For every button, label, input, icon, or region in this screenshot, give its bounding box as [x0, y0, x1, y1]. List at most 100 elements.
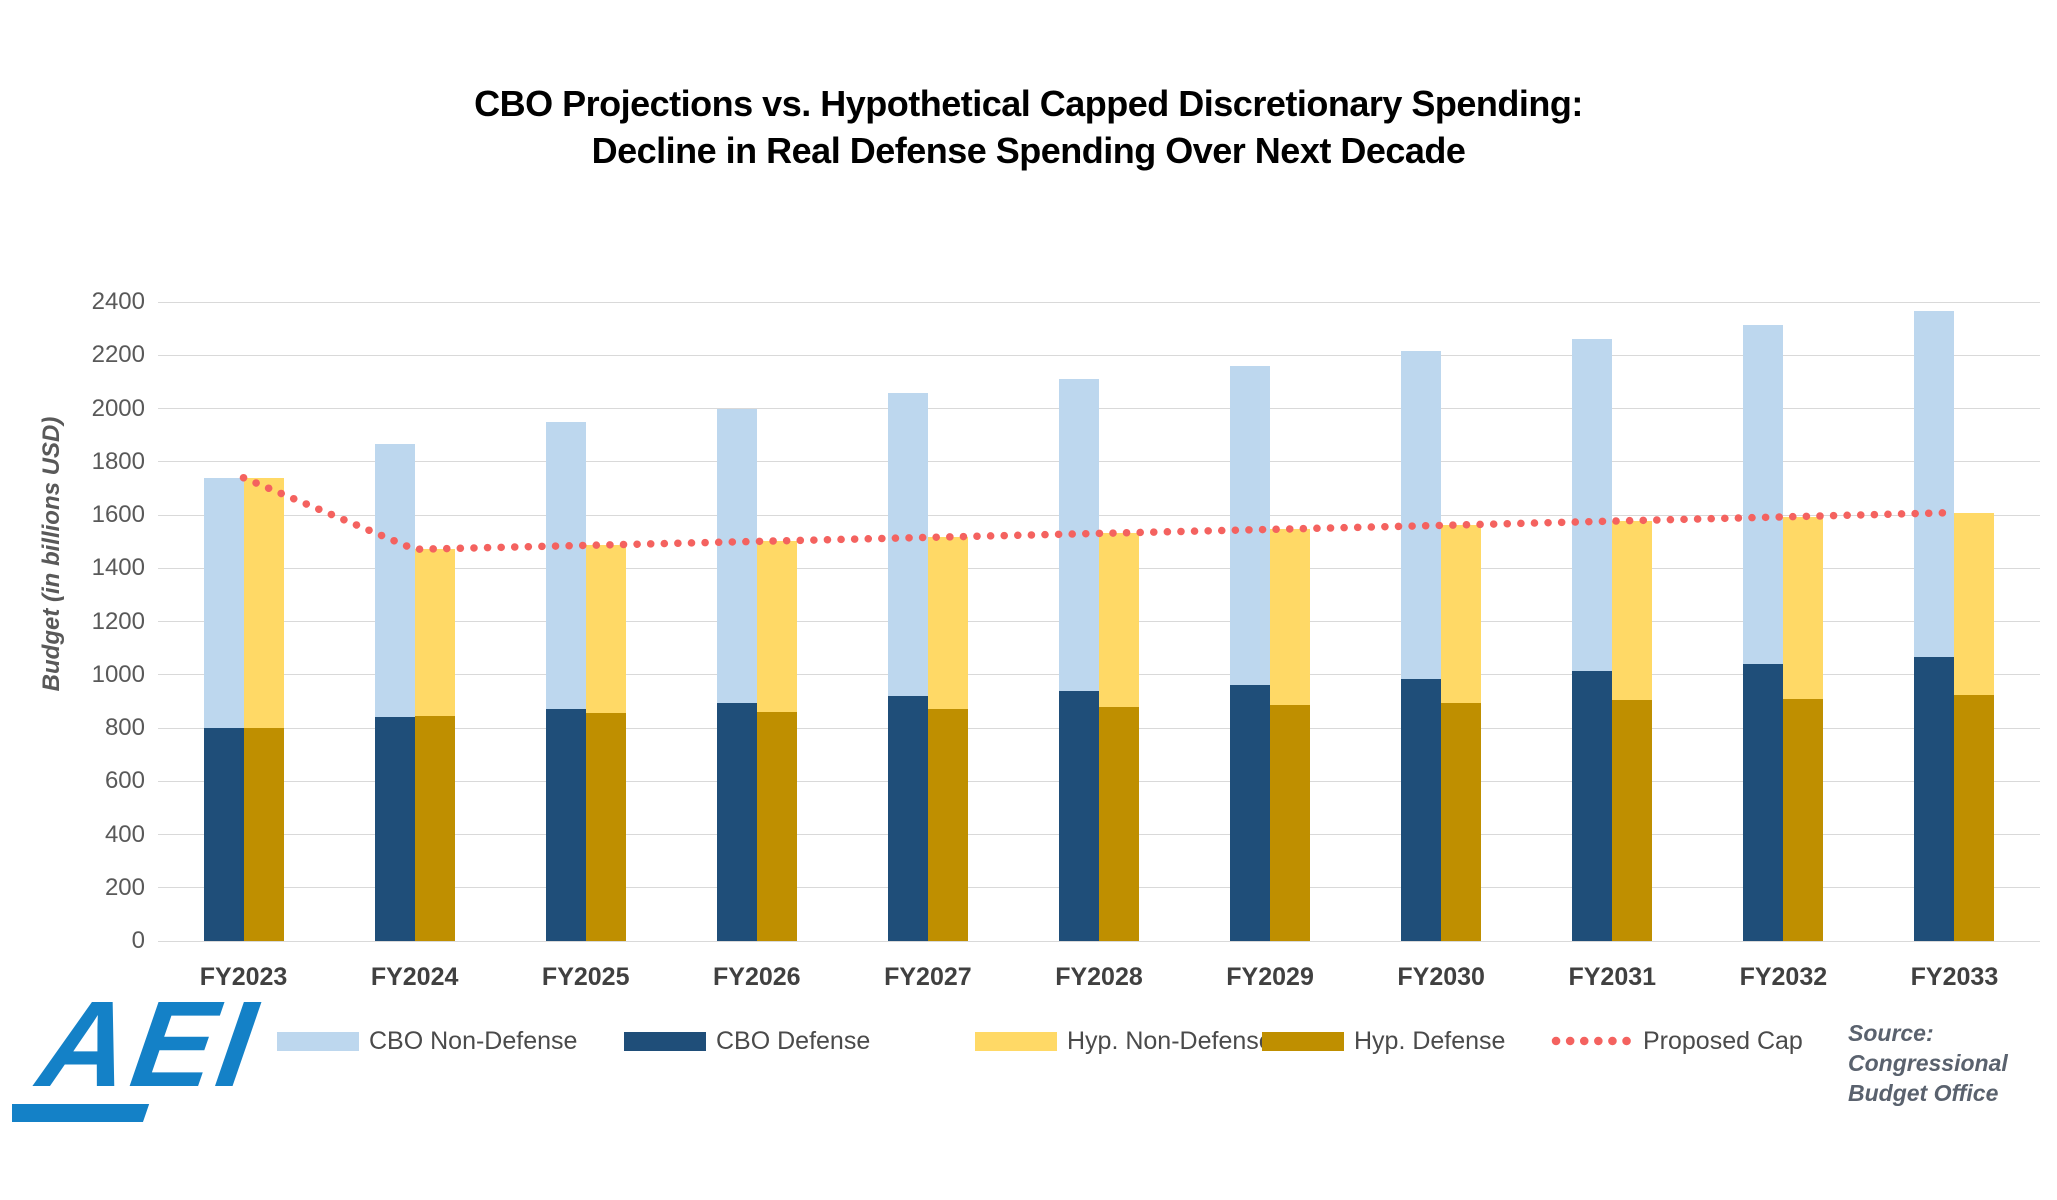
bar-segment-cbo-defense-fy2024 — [374, 717, 415, 941]
gridline — [158, 408, 2040, 409]
y-tick-label: 600 — [104, 767, 145, 795]
bar-segment-cbo-non-defense-fy2025 — [545, 421, 586, 710]
aei-logo-graphic: AEI — [0, 975, 283, 1122]
bar-segment-hyp-defense-fy2028 — [1099, 706, 1139, 941]
bar-segment-hyp-non-defense-fy2025 — [585, 545, 626, 714]
bar-segment-cbo-non-defense-fy2030 — [1401, 351, 1442, 679]
bar-segment-cbo-defense-fy2028 — [1059, 690, 1099, 941]
legend-item-cbo-defense: CBO Defense — [624, 1026, 871, 1055]
legend-label: CBO Defense — [716, 1026, 871, 1055]
bar-segment-hyp-non-defense-fy2024 — [414, 549, 455, 717]
chart-title-line1: CBO Projections vs. Hypothetical Capped … — [474, 83, 1583, 124]
bar-segment-hyp-non-defense-fy2031 — [1612, 521, 1653, 701]
proposed-cap-line — [239, 473, 1959, 554]
bar-segment-cbo-defense-fy2027 — [887, 696, 928, 941]
bar-segment-hyp-defense-fy2029 — [1270, 705, 1311, 941]
plot-area — [158, 301, 2040, 942]
bar-segment-hyp-defense-fy2023 — [243, 728, 284, 941]
y-tick-label: 1000 — [91, 660, 145, 688]
bar-segment-hyp-defense-fy2027 — [927, 709, 968, 941]
bar-segment-hyp-non-defense-fy2026 — [756, 541, 797, 713]
bar-segment-cbo-non-defense-fy2031 — [1572, 339, 1613, 671]
gridline — [158, 514, 2040, 516]
bar-segment-cbo-defense-fy2032 — [1743, 664, 1784, 941]
bar-segment-cbo-non-defense-fy2026 — [716, 408, 757, 703]
x-label-fy2026: FY2026 — [713, 963, 801, 991]
y-tick-label: 200 — [104, 873, 145, 901]
x-label-fy2027: FY2027 — [884, 963, 972, 991]
y-tick-label: 0 — [131, 927, 145, 954]
legend-label: Hyp. Defense — [1354, 1026, 1506, 1055]
bar-segment-hyp-non-defense-fy2028 — [1099, 533, 1139, 707]
x-label-fy2033: FY2033 — [1910, 963, 1999, 991]
bar-segment-cbo-defense-fy2025 — [545, 709, 586, 941]
x-label-fy2031: FY2031 — [1568, 963, 1657, 991]
source-note-line1: Source: Congressional — [1848, 1020, 2008, 1076]
bar-segment-cbo-non-defense-fy2028 — [1059, 379, 1099, 691]
proposed-cap-polyline — [239, 473, 1959, 554]
bar-segment-hyp-defense-fy2032 — [1783, 698, 1824, 941]
legend-swatch — [624, 1031, 706, 1051]
bar-segment-cbo-defense-fy2030 — [1401, 678, 1442, 941]
chart-title-line2: Decline in Real Defense Spending Over Ne… — [591, 130, 1466, 171]
legend-item-hyp-defense: Hyp. Defense — [1262, 1026, 1506, 1055]
bar-segment-hyp-non-defense-fy2027 — [927, 537, 968, 710]
bar-segment-cbo-non-defense-fy2032 — [1743, 324, 1784, 665]
x-label-fy2029: FY2029 — [1226, 963, 1314, 991]
chart-title: CBO Projections vs. Hypothetical Capped … — [0, 80, 2057, 174]
bar-segment-hyp-defense-fy2025 — [585, 713, 626, 941]
bar-segment-hyp-non-defense-fy2033 — [1954, 512, 1995, 695]
legend-swatch — [1262, 1031, 1344, 1051]
x-label-fy2025: FY2025 — [541, 963, 630, 991]
bar-segment-hyp-defense-fy2024 — [414, 716, 455, 941]
y-tick-label: 1400 — [91, 554, 145, 582]
gridline — [158, 354, 2040, 356]
bar-segment-cbo-non-defense-fy2024 — [374, 444, 415, 718]
aei-logo-swoosh — [0, 1104, 150, 1122]
legend-item-hyp-non-defense: Hyp. Non-Defense — [975, 1026, 1273, 1055]
bar-segment-cbo-defense-fy2026 — [716, 702, 757, 941]
y-tick-label: 400 — [104, 820, 145, 848]
bar-segment-cbo-non-defense-fy2029 — [1230, 365, 1271, 686]
x-label-fy2024: FY2024 — [370, 963, 459, 991]
legend-item-proposed-cap: Proposed Cap — [1551, 1026, 1803, 1055]
y-tick-label: 2000 — [91, 394, 145, 422]
aei-logo-text: AEI — [20, 975, 272, 1112]
aei-logo: AEI — [0, 968, 283, 1163]
x-label-fy2028: FY2028 — [1055, 963, 1143, 991]
bar-segment-hyp-defense-fy2031 — [1612, 700, 1653, 941]
y-tick-label: 1200 — [91, 607, 145, 635]
legend-item-cbo-non-defense: CBO Non-Defense — [277, 1026, 578, 1055]
bar-segment-cbo-defense-fy2029 — [1230, 685, 1271, 941]
bar-segment-hyp-non-defense-fy2023 — [243, 477, 284, 728]
bar-segment-hyp-defense-fy2033 — [1954, 694, 1995, 941]
gridline — [158, 461, 2040, 463]
x-label-fy2030: FY2030 — [1397, 963, 1485, 991]
bar-segment-hyp-non-defense-fy2030 — [1441, 525, 1482, 703]
bar-segment-cbo-defense-fy2033 — [1914, 657, 1955, 941]
legend-label: Proposed Cap — [1643, 1026, 1803, 1055]
y-tick-label: 800 — [104, 714, 145, 741]
bar-segment-hyp-non-defense-fy2029 — [1270, 529, 1311, 706]
legend-label: Hyp. Non-Defense — [1067, 1026, 1273, 1055]
bar-segment-cbo-defense-fy2023 — [203, 728, 244, 941]
y-tick-label: 2400 — [91, 288, 145, 315]
gridline — [158, 940, 2040, 942]
bar-segment-cbo-non-defense-fy2023 — [203, 477, 244, 728]
bar-segment-cbo-non-defense-fy2033 — [1914, 311, 1955, 658]
legend-swatch — [277, 1031, 359, 1051]
y-tick-label: 2200 — [91, 341, 145, 369]
bar-segment-cbo-non-defense-fy2027 — [887, 392, 928, 697]
source-note-line2: Budget Office — [1848, 1080, 1999, 1106]
legend-dotted-swatch — [1551, 1036, 1631, 1046]
bar-segment-hyp-defense-fy2030 — [1441, 702, 1482, 941]
legend-label: CBO Non-Defense — [369, 1026, 578, 1055]
x-label-fy2032: FY2032 — [1739, 963, 1828, 991]
bar-segment-hyp-defense-fy2026 — [756, 712, 797, 941]
gridline — [158, 301, 2040, 303]
y-tick-label: 1800 — [91, 447, 145, 475]
y-tick-label: 1600 — [91, 501, 145, 528]
source-note: Source: Congressional Budget Office — [1848, 1018, 2057, 1108]
bar-segment-hyp-non-defense-fy2032 — [1783, 516, 1824, 699]
